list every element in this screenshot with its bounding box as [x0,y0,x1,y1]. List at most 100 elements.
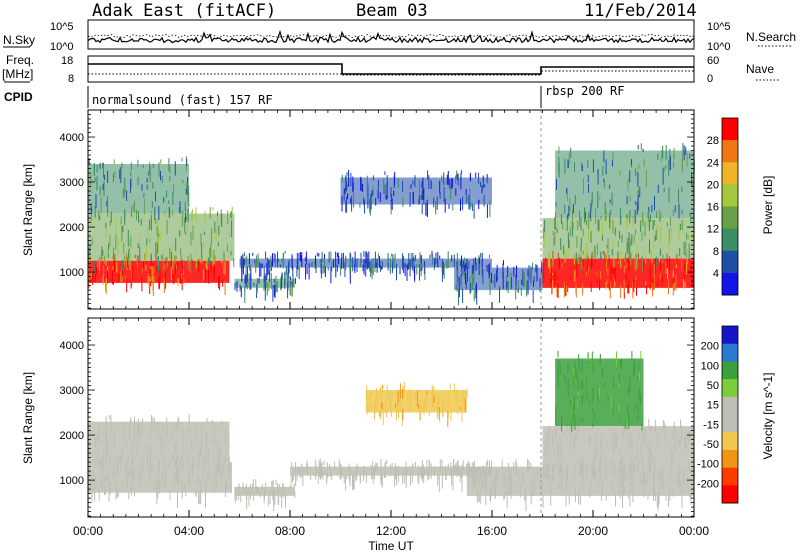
data-point [433,395,435,404]
data-point [315,466,317,480]
data-point [471,203,473,211]
data-point [618,380,620,388]
data-point [103,265,105,276]
data-point [621,234,623,243]
data-point [268,260,270,275]
data-point [437,407,439,417]
data-point [116,456,118,471]
data-point [476,289,478,305]
data-point [555,212,556,229]
data-point [402,180,404,192]
data-point [353,473,355,490]
data-point [468,194,470,210]
colorbar-segment [722,449,738,469]
data-point [465,189,467,196]
data-point [597,191,599,208]
data-point [409,259,411,277]
data-point [218,457,220,474]
data-point [90,173,92,189]
data-point [641,256,643,273]
data-point [610,264,612,281]
data-point [430,463,432,479]
data-point [572,426,574,430]
data-point [380,388,382,392]
data-point [443,187,445,202]
data-point [195,248,196,253]
data-point [606,440,608,447]
data-point [187,191,189,204]
data-point [432,389,434,406]
data-point [647,211,649,227]
data-point [329,464,331,468]
data-point [315,262,317,273]
data-point [381,401,383,410]
data-point [181,259,183,275]
data-point [662,254,664,264]
data-point [591,351,593,361]
data-point [390,398,392,413]
data-point [172,454,173,461]
data-point [122,486,124,490]
data-point [589,210,591,219]
data-point [653,273,655,290]
data-point [605,463,607,476]
data-point [690,211,692,224]
data-point [92,471,94,477]
data-point [612,151,614,160]
data-point [432,253,434,265]
data-point [198,476,200,483]
data-point [503,474,505,488]
colorbar-tick-label: 28 [707,135,719,147]
data-point [621,455,623,471]
data-point [541,274,543,285]
data-point [601,368,603,378]
data-point [574,414,576,431]
data-point [170,267,172,280]
data-point [458,286,460,298]
date-title: 11/Feb/2014 [584,1,697,21]
data-point [295,277,296,284]
data-point [119,455,121,460]
data-point [459,469,461,483]
data-point [574,395,575,410]
data-point [94,459,96,466]
data-point [88,469,90,475]
data-point [181,273,183,279]
data-point [212,420,213,429]
data-point [160,171,161,181]
data-point [169,490,171,501]
data-point [96,432,98,442]
data-point [391,193,393,204]
data-point [228,433,230,449]
data-point [567,287,569,292]
data-point [155,422,157,432]
data-point [561,475,563,492]
data-point [447,251,449,268]
data-point [685,252,687,257]
data-point [321,461,323,467]
data-point [579,483,581,494]
data-point [629,376,631,393]
data-point [635,201,637,205]
data-point [532,289,534,303]
data-point [120,167,122,183]
data-point [187,459,189,472]
data-point [386,175,388,183]
data-point [405,471,407,488]
data-point [625,213,627,228]
data-point [589,489,591,495]
data-point [295,475,297,487]
data-point [627,433,629,447]
data-point [566,187,568,194]
data-point [200,482,202,495]
data-point [686,475,688,489]
data-point [552,275,554,281]
data-point [637,376,639,381]
y-tick-label: 3000 [60,177,84,189]
data-point [559,469,561,487]
data-point [341,261,343,268]
data-point [428,475,430,480]
data-point [566,464,568,481]
data-point [561,263,563,269]
data-point [150,485,152,491]
